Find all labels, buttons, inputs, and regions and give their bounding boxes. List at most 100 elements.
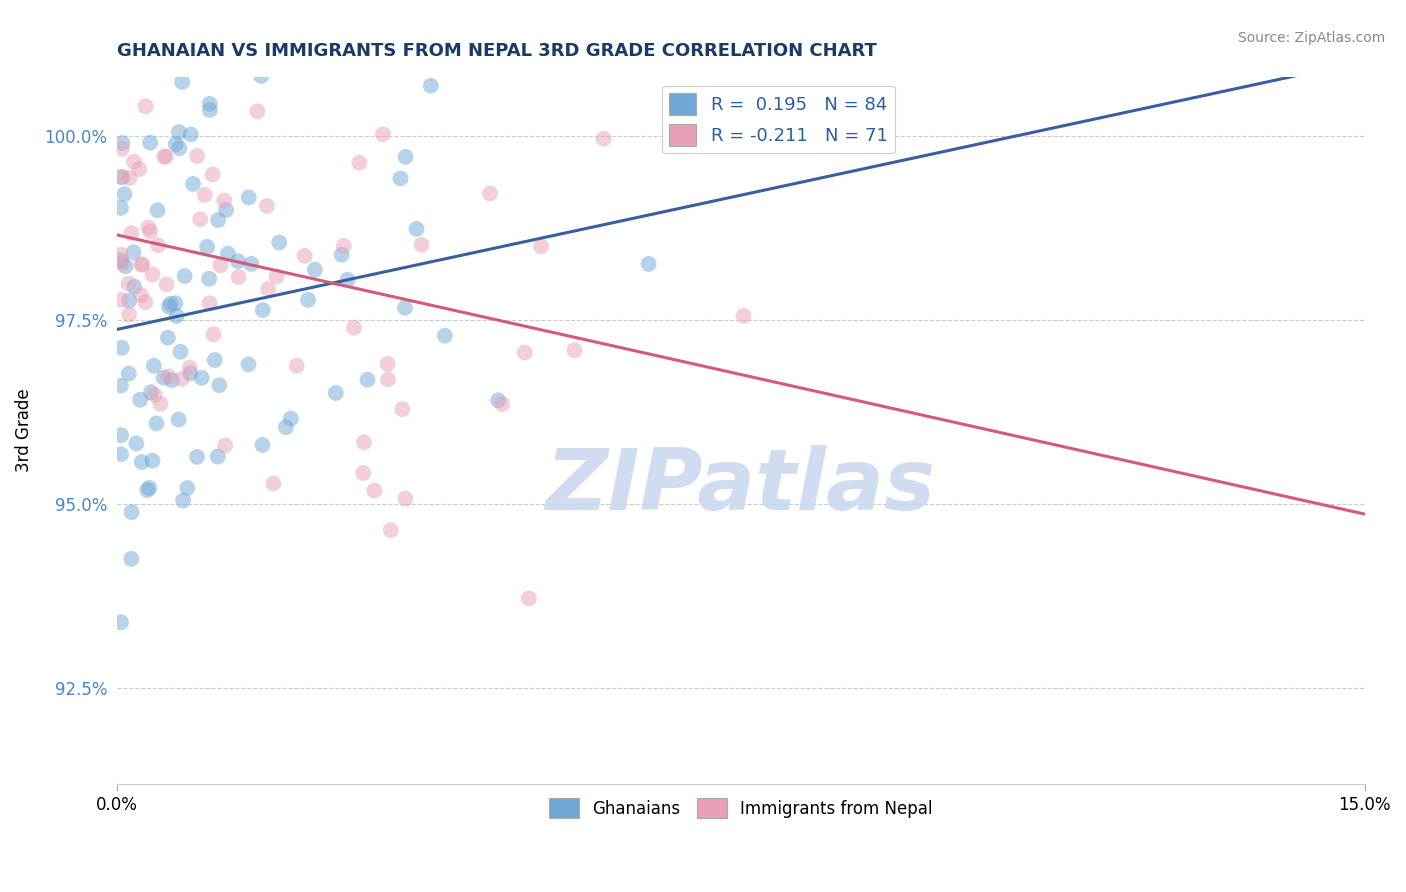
Point bbox=[131, 455, 153, 469]
Point bbox=[110, 201, 132, 215]
Point bbox=[172, 493, 194, 508]
Point bbox=[181, 177, 204, 191]
Point bbox=[262, 20, 284, 34]
Point bbox=[332, 239, 354, 253]
Point bbox=[110, 247, 132, 261]
Point bbox=[380, 523, 402, 537]
Point bbox=[394, 301, 416, 315]
Point bbox=[733, 309, 755, 323]
Point bbox=[111, 341, 134, 355]
Point bbox=[110, 447, 132, 461]
Point bbox=[214, 194, 236, 208]
Point bbox=[207, 213, 229, 227]
Point bbox=[440, 60, 463, 74]
Point bbox=[194, 188, 217, 202]
Point bbox=[135, 99, 157, 113]
Point bbox=[128, 162, 150, 177]
Point bbox=[131, 258, 153, 272]
Point bbox=[165, 296, 187, 310]
Point bbox=[394, 491, 416, 506]
Point bbox=[124, 279, 146, 293]
Point bbox=[353, 435, 375, 450]
Point bbox=[114, 260, 136, 274]
Point bbox=[325, 386, 347, 401]
Point bbox=[138, 220, 160, 235]
Text: ZIPatlas: ZIPatlas bbox=[546, 445, 936, 528]
Point bbox=[110, 615, 132, 630]
Text: Source: ZipAtlas.com: Source: ZipAtlas.com bbox=[1237, 31, 1385, 45]
Point bbox=[252, 438, 274, 452]
Point bbox=[564, 343, 586, 358]
Point bbox=[491, 397, 513, 411]
Point bbox=[110, 428, 132, 442]
Point bbox=[285, 359, 308, 373]
Point bbox=[202, 327, 225, 342]
Point bbox=[169, 141, 191, 155]
Point bbox=[209, 258, 232, 272]
Point bbox=[176, 481, 198, 495]
Point bbox=[198, 296, 221, 310]
Point bbox=[377, 357, 399, 371]
Point bbox=[170, 372, 193, 386]
Point bbox=[117, 277, 139, 291]
Point bbox=[149, 397, 172, 411]
Point bbox=[389, 171, 412, 186]
Point bbox=[262, 476, 284, 491]
Y-axis label: 3rd Grade: 3rd Grade bbox=[15, 388, 32, 472]
Point bbox=[336, 273, 359, 287]
Point bbox=[160, 373, 183, 387]
Point bbox=[139, 225, 162, 239]
Point bbox=[180, 128, 202, 142]
Point bbox=[280, 411, 302, 425]
Point bbox=[371, 127, 394, 141]
Legend: Ghanaians, Immigrants from Nepal: Ghanaians, Immigrants from Nepal bbox=[543, 791, 939, 825]
Point bbox=[129, 288, 152, 302]
Point bbox=[198, 96, 221, 111]
Point bbox=[391, 402, 413, 417]
Point bbox=[165, 137, 187, 152]
Point bbox=[122, 245, 145, 260]
Point bbox=[110, 293, 132, 307]
Point bbox=[120, 226, 142, 240]
Point bbox=[363, 483, 385, 498]
Point bbox=[157, 300, 180, 314]
Point bbox=[152, 370, 174, 384]
Point bbox=[256, 199, 278, 213]
Point bbox=[125, 436, 148, 450]
Point bbox=[167, 412, 190, 426]
Point bbox=[368, 0, 391, 9]
Point bbox=[513, 345, 536, 359]
Point bbox=[134, 295, 156, 310]
Point bbox=[304, 262, 326, 277]
Point bbox=[136, 483, 159, 498]
Point bbox=[110, 169, 132, 184]
Point bbox=[238, 190, 260, 204]
Point bbox=[395, 150, 418, 164]
Point bbox=[114, 187, 136, 202]
Point bbox=[141, 453, 163, 467]
Point bbox=[198, 271, 221, 285]
Point bbox=[121, 505, 143, 519]
Point bbox=[252, 303, 274, 318]
Point bbox=[195, 240, 218, 254]
Point bbox=[155, 149, 177, 163]
Point bbox=[226, 254, 249, 268]
Point bbox=[330, 248, 353, 262]
Point bbox=[167, 125, 190, 139]
Point bbox=[139, 136, 162, 150]
Point bbox=[169, 344, 191, 359]
Point bbox=[111, 256, 134, 270]
Point bbox=[419, 78, 441, 93]
Point bbox=[141, 268, 163, 282]
Point bbox=[156, 331, 179, 345]
Point bbox=[110, 378, 132, 392]
Point bbox=[204, 353, 226, 368]
Point bbox=[637, 257, 659, 271]
Point bbox=[486, 393, 509, 408]
Point bbox=[405, 222, 427, 236]
Point bbox=[198, 103, 221, 117]
Point bbox=[111, 142, 134, 156]
Point bbox=[349, 155, 371, 169]
Point bbox=[153, 150, 176, 164]
Point bbox=[352, 466, 374, 480]
